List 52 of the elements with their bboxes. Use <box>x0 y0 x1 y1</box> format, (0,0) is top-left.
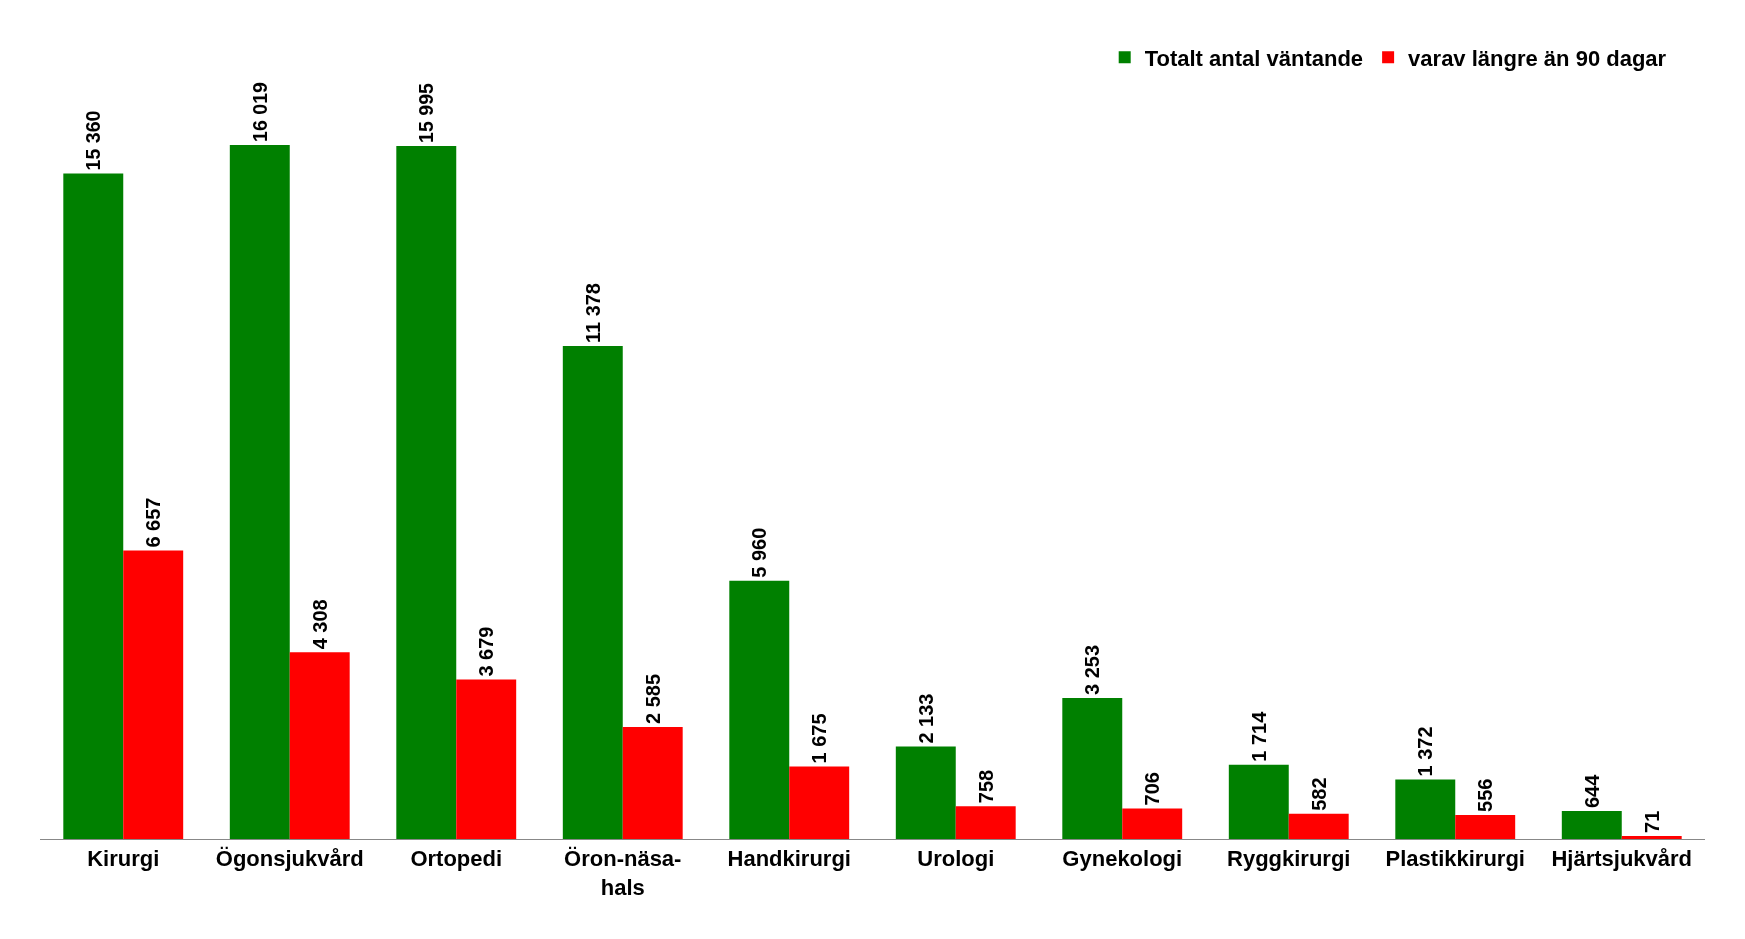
x-tick-label: Kirurgi <box>87 846 160 872</box>
bar <box>955 806 1016 839</box>
data-label: 15 360 <box>82 110 105 171</box>
bar <box>63 173 124 839</box>
bar <box>562 346 623 839</box>
bar <box>1122 808 1183 839</box>
x-tick-label: Öron-näsa- hals <box>564 846 682 900</box>
data-label: 5 960 <box>748 527 771 578</box>
data-label: 644 <box>1580 773 1603 809</box>
data-label: 1 372 <box>1414 726 1437 777</box>
data-label: 2 133 <box>914 693 937 744</box>
data-label: 582 <box>1307 777 1330 811</box>
legend-label: varav längre än 90 dagar <box>1408 45 1667 71</box>
x-tick-label: Urologi <box>917 846 995 872</box>
bar <box>1228 764 1289 839</box>
data-label: 706 <box>1141 772 1164 806</box>
bar <box>1561 811 1622 839</box>
x-tick-label: Handkirurgi <box>727 846 851 872</box>
data-label: 6 657 <box>142 497 165 548</box>
x-tick-label: Gynekologi <box>1062 846 1183 872</box>
bar <box>1395 779 1456 839</box>
data-label: 15 995 <box>415 82 438 143</box>
legend-label: Totalt antal väntande <box>1144 45 1364 71</box>
data-label: 556 <box>1474 778 1497 812</box>
data-label: 4 308 <box>308 599 331 650</box>
bar <box>622 727 683 839</box>
bar <box>1288 813 1349 839</box>
data-label: 11 378 <box>581 283 604 343</box>
bar <box>123 550 184 839</box>
x-tick-label: Ryggkirurgi <box>1227 846 1351 872</box>
x-tick-label: Ortopedi <box>410 846 503 872</box>
bar <box>1621 835 1682 839</box>
bar <box>1455 814 1516 839</box>
x-tick-label: Hjärtsjukvård <box>1551 846 1693 872</box>
data-label: 3 253 <box>1081 644 1104 696</box>
data-label: 2 585 <box>641 673 664 724</box>
bar <box>895 746 956 839</box>
bar <box>396 145 457 839</box>
x-tick-label: Ögonsjukvård <box>215 846 364 872</box>
bar <box>1062 698 1123 839</box>
data-label: 71 <box>1640 810 1663 833</box>
bar <box>289 652 350 839</box>
data-label: 16 019 <box>248 81 271 142</box>
bar <box>456 679 517 839</box>
bar <box>729 580 790 839</box>
x-tick-label: Plastikkirurgi <box>1385 846 1525 872</box>
data-label: 1 675 <box>808 713 831 764</box>
data-label: 3 679 <box>475 626 498 677</box>
data-label: 1 714 <box>1247 710 1270 762</box>
bar <box>229 144 290 839</box>
bar <box>789 766 850 839</box>
data-label: 758 <box>974 769 997 804</box>
